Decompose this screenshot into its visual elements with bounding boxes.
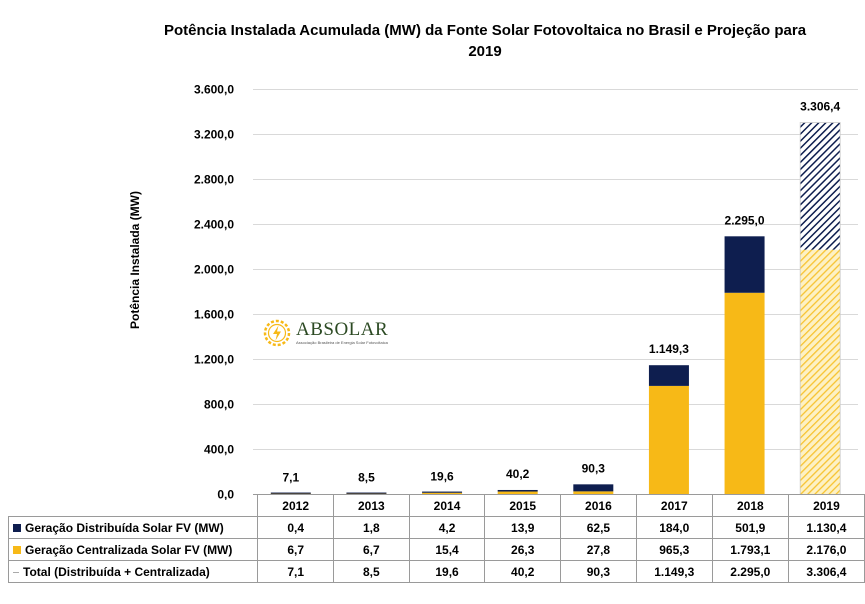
total-label-2015: 40,2	[506, 467, 530, 481]
bar-distributed-2019	[800, 122, 841, 250]
total-label-2014: 19,6	[430, 469, 454, 483]
table-cell: 1.793,1	[711, 538, 789, 561]
bars	[270, 122, 841, 495]
y-tick-label: 400,0	[204, 443, 234, 457]
logo-subtitle: Associação Brasileira de Energia Solar F…	[296, 340, 388, 345]
chart-title-line-1: Potência Instalada Acumulada (MW) da Fon…	[163, 22, 807, 39]
table-corner	[8, 494, 259, 517]
bar-centralized-2013	[346, 493, 387, 495]
table-cell: 8,5	[333, 560, 410, 583]
y-tick-label: 800,0	[204, 398, 234, 412]
bar-centralized-2012	[270, 493, 311, 495]
bar-distributed-2012	[270, 492, 311, 494]
y-tick-label: 1.200,0	[194, 353, 234, 367]
table-row: Geração Centralizada Solar FV (MW) 6,7 6…	[7, 538, 865, 561]
year-header: 2013	[333, 494, 410, 517]
table-cell: 1,8	[333, 516, 410, 539]
table-cell: 6,7	[257, 538, 334, 561]
table-cell: 19,6	[408, 560, 486, 583]
table-cell: 0,4	[257, 516, 334, 539]
year-header: 2016	[560, 494, 637, 517]
bar-centralized-2014	[422, 492, 463, 495]
sun-bolt-icon	[263, 319, 291, 347]
absolar-logo: ABSOLAR Associação Brasileira de Energia…	[262, 318, 388, 348]
row-header: Total (Distribuída + Centralizada)	[7, 560, 259, 583]
year-header: 2017	[635, 494, 713, 517]
table-cell: 13,9	[484, 516, 562, 539]
y-tick-label: 3.600,0	[194, 83, 234, 97]
table-cell: 6,7	[333, 538, 410, 561]
year-header: 2018	[711, 494, 789, 517]
y-tick-label: 2.800,0	[194, 173, 234, 187]
table-row: Geração Distribuída Solar FV (MW) 0,4 1,…	[7, 516, 865, 539]
table-cell: 40,2	[484, 560, 562, 583]
legend-key-distributed	[13, 523, 21, 532]
table-header-row: 2012 2013 2014 2015 2016 2017 2018 2019	[8, 494, 865, 517]
legend-key-total	[13, 571, 19, 573]
y-tick-label: 3.200,0	[194, 128, 234, 142]
year-header: 2019	[787, 494, 865, 517]
table-cell: 90,3	[560, 560, 637, 583]
row-label: Geração Centralizada Solar FV (MW)	[25, 542, 233, 557]
table-cell: 27,8	[560, 538, 637, 561]
total-label-2019: 3.306,4	[800, 100, 840, 114]
bar-centralized-2018	[724, 292, 765, 495]
bar-centralized-2016	[573, 491, 614, 495]
data-table: 2012 2013 2014 2015 2016 2017 2018 2019 …	[7, 494, 865, 583]
bar-distributed-2018	[724, 236, 765, 293]
row-header: Geração Centralizada Solar FV (MW)	[7, 538, 259, 561]
year-header: 2012	[257, 494, 334, 517]
row-header: Geração Distribuída Solar FV (MW)	[7, 516, 259, 539]
table-cell: 2.295,0	[711, 560, 789, 583]
table-cell: 62,5	[560, 516, 637, 539]
table-cell: 1.130,4	[787, 516, 865, 539]
row-label: Geração Distribuída Solar FV (MW)	[25, 520, 224, 535]
table-cell: 15,4	[408, 538, 486, 561]
bar-distributed-2017	[648, 365, 689, 386]
table-cell: 4,2	[408, 516, 486, 539]
y-tick-label: 2.000,0	[194, 263, 234, 277]
logo-name: ABSOLAR	[296, 319, 389, 340]
table-cell: 2.176,0	[787, 538, 865, 561]
table-cell: 3.306,4	[787, 560, 865, 583]
year-header: 2015	[484, 494, 562, 517]
total-labels: 7,1 8,5 19,6 40,2 90,3 1.149,3 2.295,0 3.306,4	[282, 100, 840, 485]
bar-distributed-2014	[422, 491, 463, 493]
row-label: Total (Distribuída + Centralizada)	[23, 564, 210, 579]
bar-centralized-2017	[648, 385, 689, 495]
y-axis-tick-labels: 0,0400,0800,01.200,01.600,02.000,02.400,…	[194, 83, 234, 501]
total-label-2017: 1.149,3	[649, 342, 689, 356]
y-axis-label: Potência Instalada (MW)	[128, 190, 142, 330]
y-tick-label: 2.400,0	[194, 218, 234, 232]
table-cell: 184,0	[635, 516, 713, 539]
stacked-bar-chart: 0,0400,0800,01.200,01.600,02.000,02.400,…	[194, 83, 858, 501]
bar-distributed-2016	[573, 484, 614, 492]
table-cell: 7,1	[257, 560, 334, 583]
total-label-2013: 8,5	[358, 471, 375, 485]
total-label-2012: 7,1	[282, 471, 299, 485]
table-cell: 501,9	[711, 516, 789, 539]
bar-centralized-2015	[497, 491, 538, 495]
table-cell: 1.149,3	[635, 560, 713, 583]
legend-key-centralized	[13, 545, 21, 554]
total-label-2016: 90,3	[582, 461, 606, 475]
table-cell: 26,3	[484, 538, 562, 561]
gridlines	[253, 89, 858, 495]
table-row: Total (Distribuída + Centralizada) 7,1 8…	[7, 560, 865, 583]
year-header: 2014	[408, 494, 486, 517]
y-tick-label: 1.600,0	[194, 308, 234, 322]
bar-distributed-2013	[346, 492, 387, 494]
chart-title-line-2: 2019	[468, 43, 502, 60]
table-cell: 965,3	[635, 538, 713, 561]
total-label-2018: 2.295,0	[725, 213, 765, 227]
bar-distributed-2015	[497, 489, 538, 492]
bar-centralized-2019	[800, 249, 841, 495]
chart-title: Potência Instalada Acumulada (MW) da Fon…	[130, 20, 840, 62]
